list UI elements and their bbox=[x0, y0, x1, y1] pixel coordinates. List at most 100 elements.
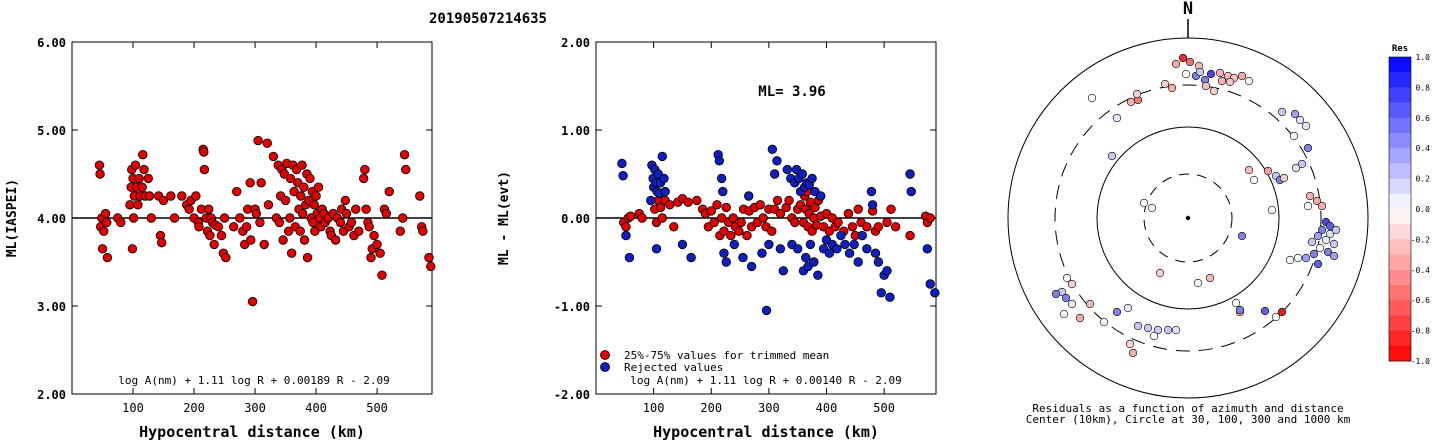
data-point-series-0 bbox=[278, 235, 288, 245]
station-points bbox=[1051, 53, 1341, 358]
legend-marker-rejected bbox=[600, 362, 610, 372]
station-marker bbox=[1193, 278, 1203, 288]
station-marker bbox=[1132, 89, 1142, 99]
data-point-series-0 bbox=[97, 244, 108, 254]
station-marker bbox=[1244, 165, 1254, 175]
station-marker bbox=[1215, 68, 1225, 78]
ring-300km bbox=[1054, 84, 1322, 352]
data-point-series-0 bbox=[719, 226, 729, 236]
station-marker bbox=[1059, 309, 1069, 319]
colorbar-block bbox=[1389, 178, 1411, 195]
data-point-series-1 bbox=[761, 305, 772, 316]
data-point-series-0 bbox=[784, 195, 794, 206]
data-points bbox=[617, 144, 940, 316]
data-point-series-0 bbox=[263, 200, 274, 210]
station-marker bbox=[1062, 273, 1072, 283]
data-point-series-0 bbox=[128, 213, 139, 223]
data-point-series-0 bbox=[130, 160, 141, 170]
station-marker bbox=[1325, 221, 1335, 231]
data-point-series-0 bbox=[772, 195, 783, 206]
data-point-series-0 bbox=[358, 173, 369, 184]
x-tick-label: 100 bbox=[643, 401, 665, 415]
data-point-series-0 bbox=[415, 191, 425, 201]
colorbar-block bbox=[1389, 133, 1411, 149]
data-point-series-0 bbox=[767, 226, 777, 236]
data-point-series-0 bbox=[340, 195, 351, 206]
colorbar-block bbox=[1389, 57, 1411, 73]
data-point-series-0 bbox=[296, 191, 306, 201]
data-point-series-0 bbox=[203, 204, 214, 214]
data-point-series-0 bbox=[369, 230, 379, 241]
data-point-series-1 bbox=[882, 266, 892, 276]
data-point-series-0 bbox=[847, 222, 858, 232]
colorbar-block bbox=[1389, 102, 1411, 119]
data-point-series-0 bbox=[177, 191, 187, 201]
data-point-series-1 bbox=[930, 288, 940, 298]
x-tick-label: 400 bbox=[816, 401, 838, 415]
station-marker bbox=[1178, 53, 1188, 63]
station-marker bbox=[1217, 76, 1227, 86]
data-point-series-1 bbox=[767, 144, 778, 155]
data-point-series-0 bbox=[280, 195, 291, 206]
data-point-series-0 bbox=[683, 197, 693, 207]
data-point-series-0 bbox=[377, 270, 387, 280]
data-point-series-0 bbox=[807, 226, 817, 236]
colorbar-label: 0.2 bbox=[1416, 175, 1431, 184]
data-point-series-0 bbox=[241, 222, 252, 232]
data-point-series-1 bbox=[809, 257, 819, 267]
data-point-series-0 bbox=[102, 217, 112, 228]
data-point-series-0 bbox=[144, 191, 155, 201]
data-point-series-0 bbox=[853, 204, 863, 214]
data-point-series-0 bbox=[166, 191, 176, 201]
station-marker bbox=[1295, 115, 1305, 125]
data-point-series-0 bbox=[235, 213, 245, 223]
colorbar-block bbox=[1389, 87, 1411, 103]
station-marker bbox=[1075, 313, 1085, 323]
colorbar-block bbox=[1389, 72, 1411, 88]
data-point-series-1 bbox=[686, 252, 696, 263]
data-point-series-1 bbox=[617, 158, 627, 169]
data-point-series-1 bbox=[718, 186, 728, 197]
data-point-series-0 bbox=[341, 208, 352, 219]
data-point-series-0 bbox=[398, 213, 408, 223]
station-marker bbox=[1237, 71, 1247, 81]
data-point-series-0 bbox=[665, 200, 675, 210]
station-marker bbox=[1267, 205, 1277, 215]
station-marker bbox=[1289, 131, 1299, 141]
data-point-series-0 bbox=[255, 217, 265, 228]
data-point-series-0 bbox=[625, 211, 636, 221]
legend-label-trimmed: 25%-75% values for trimmed mean bbox=[624, 349, 829, 362]
station-marker bbox=[1153, 325, 1163, 335]
station-marker bbox=[1125, 339, 1135, 349]
data-point-series-1 bbox=[657, 151, 667, 162]
data-point-series-0 bbox=[134, 173, 144, 184]
data-point-series-1 bbox=[922, 244, 933, 254]
data-point-series-0 bbox=[125, 200, 135, 210]
data-point-series-1 bbox=[870, 248, 881, 258]
data-point-series-0 bbox=[137, 182, 147, 192]
data-point-series-0 bbox=[285, 213, 295, 223]
data-point-series-1 bbox=[624, 252, 635, 263]
station-marker bbox=[1206, 69, 1216, 79]
station-marker bbox=[1290, 109, 1300, 119]
colorbar-label: -0.4 bbox=[1411, 266, 1430, 275]
data-point-series-0 bbox=[221, 252, 231, 263]
colorbar-label: -0.2 bbox=[1411, 235, 1430, 244]
colorbar-block bbox=[1389, 269, 1411, 286]
data-point-series-1 bbox=[816, 191, 826, 201]
data-point-series-0 bbox=[274, 217, 285, 228]
station-marker bbox=[1260, 306, 1270, 316]
station-marker bbox=[1143, 323, 1153, 333]
data-point-series-0 bbox=[354, 226, 364, 236]
data-point-series-1 bbox=[905, 169, 915, 179]
data-point-series-0 bbox=[384, 186, 394, 197]
data-point-series-0 bbox=[426, 261, 436, 272]
data-point-series-1 bbox=[714, 156, 725, 166]
data-point-series-0 bbox=[297, 208, 308, 219]
station-marker bbox=[1235, 305, 1245, 315]
station-marker bbox=[1149, 331, 1159, 341]
x-tick-label: 500 bbox=[873, 401, 895, 415]
y-tick-label: 1.00 bbox=[561, 124, 590, 138]
station-marker bbox=[1285, 255, 1295, 265]
colorbar-block bbox=[1389, 117, 1411, 134]
